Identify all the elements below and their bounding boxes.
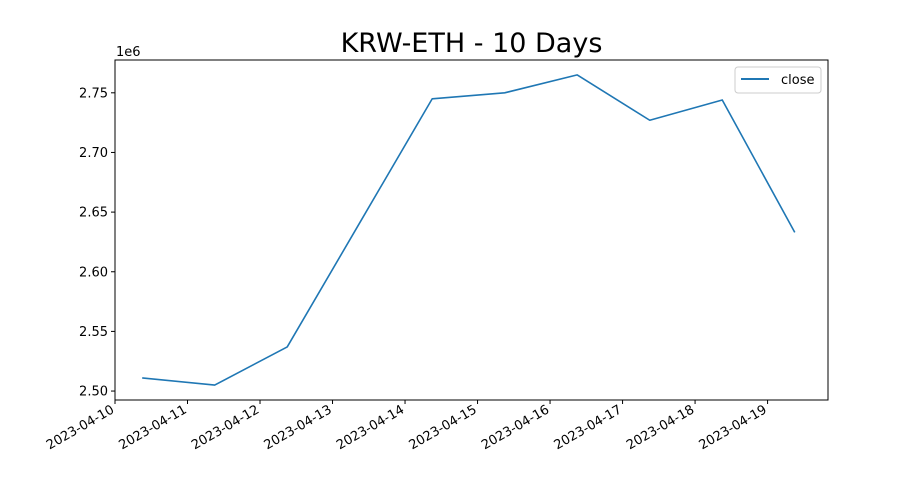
y-tick-label: 2.75: [79, 86, 108, 101]
y-tick-label: 2.55: [79, 325, 108, 340]
y-tick-label: 2.70: [79, 146, 108, 161]
x-tick-label: 2023-04-10: [44, 402, 117, 453]
y-tick-label: 2.50: [79, 385, 108, 400]
x-tick-label: 2023-04-12: [189, 402, 262, 453]
x-tick-label: 2023-04-13: [262, 402, 335, 453]
x-tick-label: 2023-04-11: [117, 402, 190, 453]
x-tick-label: 2023-04-18: [624, 402, 697, 453]
legend-label-close: close: [781, 73, 814, 88]
legend-box: [734, 66, 822, 94]
plot-area-frame: [114, 59, 829, 401]
x-tick-label: 2023-04-14: [334, 402, 407, 453]
y-tick-label: 2.60: [79, 265, 108, 280]
y-tick-label: 2.65: [79, 206, 108, 221]
y-axis: 2.50 2.55 2.60 2.65 2.70 2.75: [79, 86, 115, 400]
series-line-close: [142, 74, 796, 386]
y-offset-label: 1e6: [116, 45, 141, 60]
x-tick-label: 2023-04-19: [697, 402, 770, 453]
legend: close: [734, 66, 822, 94]
x-tick-label: 2023-04-16: [479, 402, 552, 453]
x-tick-label: 2023-04-17: [552, 402, 625, 453]
x-axis: 2023-04-10 2023-04-11 2023-04-12 2023-04-13…: [44, 400, 770, 453]
x-tick-label: 2023-04-15: [407, 402, 480, 453]
chart-title: KRW-ETH - 10 Days: [341, 28, 603, 59]
series-layer: [142, 74, 796, 386]
